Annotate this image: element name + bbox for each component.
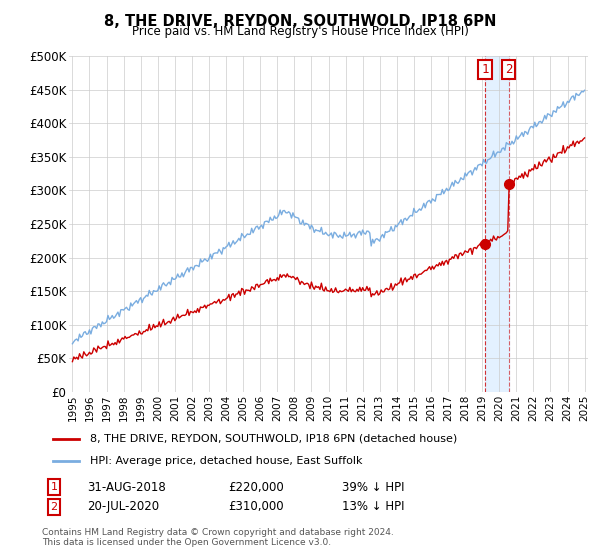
Bar bbox=[485, 56, 509, 392]
Text: 2: 2 bbox=[50, 502, 58, 512]
Text: 8, THE DRIVE, REYDON, SOUTHWOLD, IP18 6PN (detached house): 8, THE DRIVE, REYDON, SOUTHWOLD, IP18 6P… bbox=[89, 434, 457, 444]
Text: 13% ↓ HPI: 13% ↓ HPI bbox=[342, 500, 404, 514]
Text: £220,000: £220,000 bbox=[228, 480, 284, 494]
Text: Contains HM Land Registry data © Crown copyright and database right 2024.
This d: Contains HM Land Registry data © Crown c… bbox=[42, 528, 394, 547]
Text: 39% ↓ HPI: 39% ↓ HPI bbox=[342, 480, 404, 494]
Text: £310,000: £310,000 bbox=[228, 500, 284, 514]
Text: 8, THE DRIVE, REYDON, SOUTHWOLD, IP18 6PN: 8, THE DRIVE, REYDON, SOUTHWOLD, IP18 6P… bbox=[104, 14, 496, 29]
Text: 1: 1 bbox=[50, 482, 58, 492]
Text: Price paid vs. HM Land Registry's House Price Index (HPI): Price paid vs. HM Land Registry's House … bbox=[131, 25, 469, 38]
Text: 31-AUG-2018: 31-AUG-2018 bbox=[87, 480, 166, 494]
Text: HPI: Average price, detached house, East Suffolk: HPI: Average price, detached house, East… bbox=[89, 456, 362, 466]
Text: 2: 2 bbox=[505, 63, 512, 76]
Text: 1: 1 bbox=[481, 63, 489, 76]
Text: 20-JUL-2020: 20-JUL-2020 bbox=[87, 500, 159, 514]
